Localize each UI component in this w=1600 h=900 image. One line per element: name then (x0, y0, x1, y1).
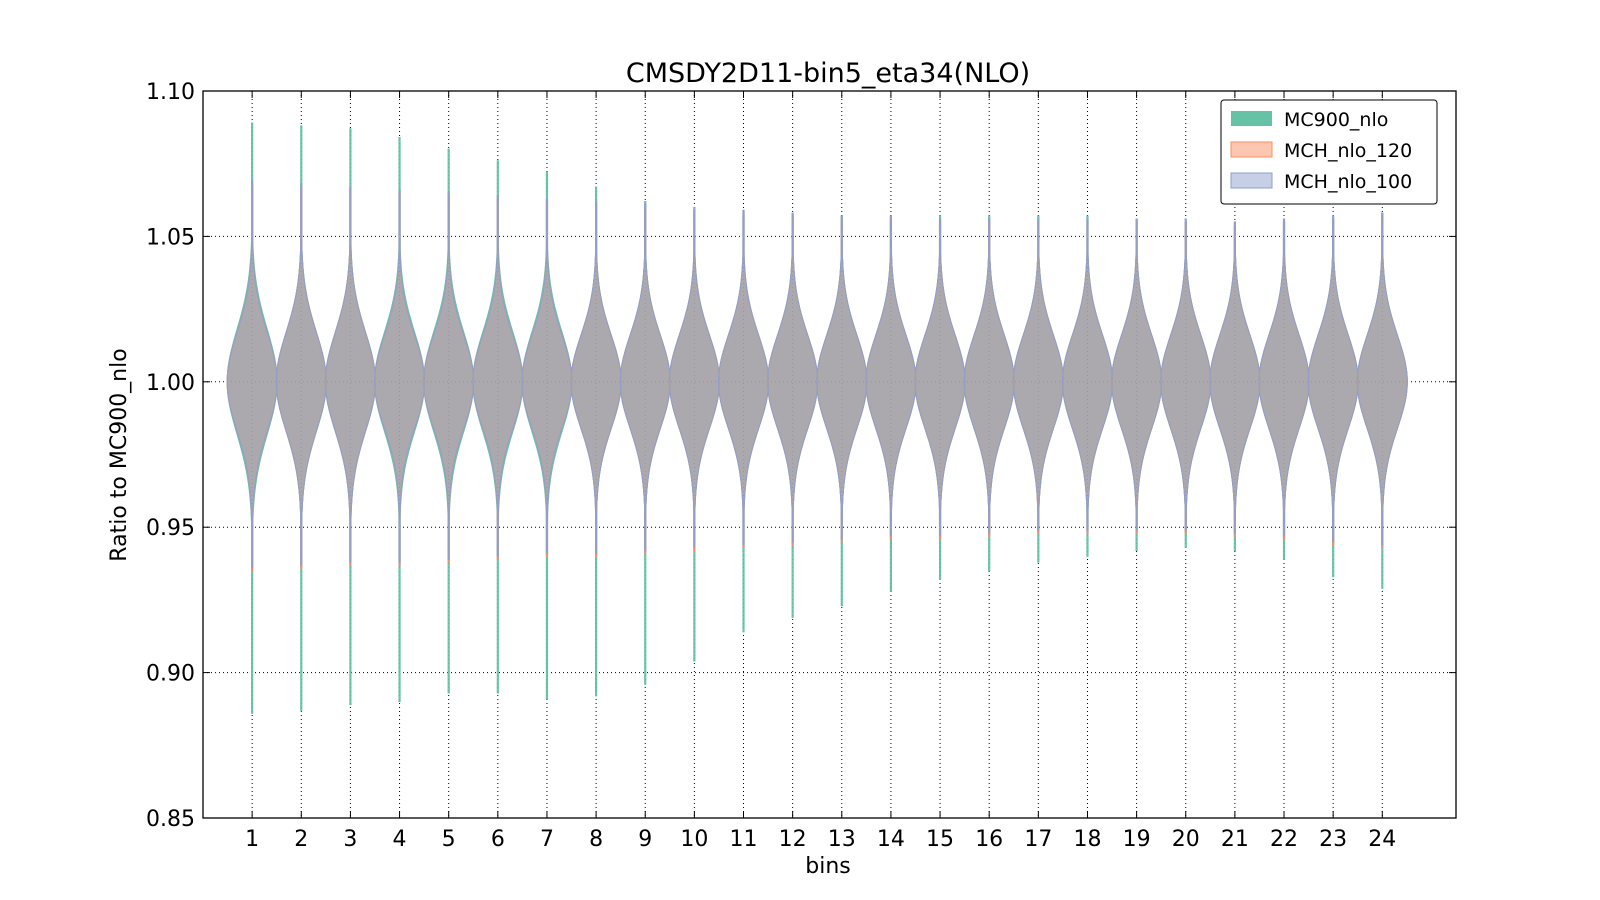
x-tick-label: 4 (393, 827, 407, 852)
violin-mch-nlo-100-bin-11 (718, 209, 770, 546)
x-tick-label: 8 (589, 827, 603, 852)
x-tick-label: 15 (926, 827, 954, 852)
y-tick-label: 1.00 (146, 371, 195, 396)
x-tick-label: 20 (1172, 827, 1200, 852)
violin-mch-nlo-100-bin-23 (1307, 215, 1359, 543)
y-tick-label: 1.10 (146, 80, 195, 105)
violin-mch-nlo-100-bin-18 (1061, 218, 1113, 531)
x-tick-label: 23 (1319, 827, 1347, 852)
x-tick-label: 6 (491, 827, 505, 852)
violin-mch-nlo-100-bin-24 (1356, 212, 1408, 546)
y-tick-label: 0.90 (146, 662, 195, 687)
x-tick-label: 7 (540, 827, 554, 852)
violin-mch-nlo-100-bin-22 (1258, 218, 1310, 537)
violin-mch-nlo-100-bin-7 (521, 198, 573, 554)
x-tick-label: 22 (1270, 827, 1298, 852)
x-tick-label: 12 (779, 827, 807, 852)
violin-mch-nlo-100-bin-15 (914, 218, 966, 537)
x-tick-label: 17 (1024, 827, 1052, 852)
violin-mch-nlo-100-bin-21 (1209, 221, 1261, 534)
chart-title: CMSDY2D11-bin5_eta34(NLO) (626, 58, 1030, 89)
x-tick-label: 16 (975, 827, 1003, 852)
violin-mch-nlo-100-bin-10 (668, 206, 720, 549)
legend-swatch-mch-nlo-120 (1230, 141, 1273, 158)
x-tick-label: 1 (245, 827, 259, 852)
violin-mch-nlo-100-bin-9 (619, 203, 671, 551)
x-tick-label: 2 (294, 827, 308, 852)
violin-mch-nlo-100-bin-4 (374, 189, 426, 563)
legend-label-mch-nlo-100: MCH_nlo_100 (1284, 171, 1412, 193)
y-axis-title: Ratio to MC900_nlo (107, 348, 132, 561)
x-tick-label: 13 (828, 827, 856, 852)
violin-mch-nlo-100-bin-17 (1012, 218, 1064, 531)
violin-mch-nlo-100-bin-3 (324, 186, 376, 563)
x-tick-label: 18 (1073, 827, 1101, 852)
violin-mch-nlo-100-bin-5 (423, 192, 475, 560)
violin-mch-nlo-100-bin-12 (767, 212, 819, 543)
legend-box (1220, 99, 1438, 205)
violin-mch-nlo-100-bin-14 (865, 215, 917, 537)
violin-plots (226, 122, 1408, 714)
legend-label-mch-nlo-120: MCH_nlo_120 (1284, 140, 1412, 162)
violin-mch-nlo-100-bin-8 (570, 201, 622, 554)
violin-mch-nlo-100-bin-6 (472, 195, 524, 557)
x-tick-label: 9 (638, 827, 652, 852)
x-tick-label: 21 (1221, 827, 1249, 852)
y-tick-label: 0.85 (146, 807, 195, 832)
x-tick-label: 11 (730, 827, 758, 852)
y-tick-label: 1.05 (146, 225, 195, 250)
y-tick-label: 0.95 (146, 516, 195, 541)
violin-mch-nlo-100-bin-16 (963, 218, 1015, 534)
violin-mch-nlo-100-bin-19 (1111, 218, 1163, 531)
legend-swatch-mc900-nlo (1231, 111, 1272, 126)
x-axis-title: bins (805, 854, 850, 879)
x-tick-label: 3 (343, 827, 357, 852)
legend: MC900_nlo MCH_nlo_120 MCH_nlo_100 (1220, 99, 1438, 205)
x-tick-label: 10 (680, 827, 708, 852)
plot-frame (202, 90, 1457, 819)
legend-label-mc900-nlo: MC900_nlo (1284, 109, 1388, 131)
violin-mch-nlo-100-bin-20 (1160, 218, 1212, 531)
axes: 0.850.900.951.001.051.101 2 3 4 5 6 7 8 9 10 11 12 1… (146, 80, 1456, 852)
x-tick-label: 14 (877, 827, 905, 852)
x-tick-label: 5 (442, 827, 456, 852)
legend-swatch-mch-nlo-100 (1230, 172, 1273, 189)
violin-mch-nlo-100-bin-1 (226, 180, 278, 569)
violin-mch-nlo-100-bin-13 (816, 215, 868, 540)
x-tick-label: 24 (1368, 827, 1396, 852)
x-tick-label: 19 (1123, 827, 1151, 852)
violin-mch-nlo-100-bin-2 (275, 183, 327, 566)
